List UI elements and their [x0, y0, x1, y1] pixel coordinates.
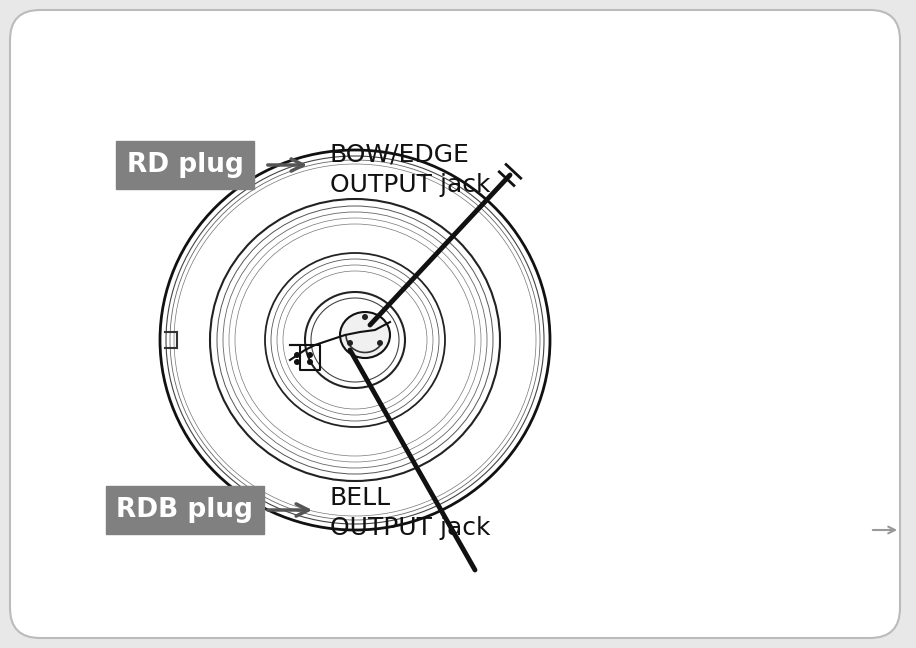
Text: OUTPUT jack: OUTPUT jack [330, 516, 490, 540]
Ellipse shape [340, 312, 390, 358]
Text: BOW/EDGE: BOW/EDGE [330, 143, 470, 167]
Text: RD plug: RD plug [126, 152, 244, 178]
Circle shape [377, 340, 383, 346]
Circle shape [362, 314, 368, 320]
Text: OUTPUT jack: OUTPUT jack [330, 173, 490, 197]
Circle shape [294, 352, 300, 358]
Circle shape [347, 340, 353, 346]
Text: RDB plug: RDB plug [116, 497, 254, 523]
Circle shape [307, 359, 313, 365]
Circle shape [294, 359, 300, 365]
Circle shape [307, 352, 313, 358]
Text: BELL: BELL [330, 486, 391, 510]
FancyBboxPatch shape [10, 10, 900, 638]
